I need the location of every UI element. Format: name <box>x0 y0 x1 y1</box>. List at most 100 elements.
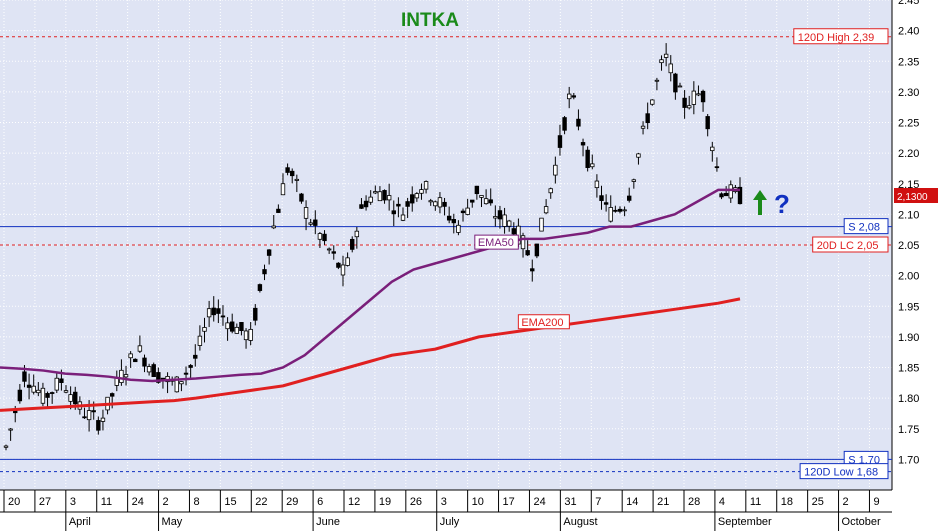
candle-body <box>386 195 392 201</box>
candle-body <box>460 210 466 214</box>
x-day-label: 3 <box>441 496 447 508</box>
current-price-label: 2,1300 <box>897 192 928 203</box>
candle-body <box>322 233 327 242</box>
chart-title: INTKA <box>401 10 459 31</box>
candle-body <box>719 193 724 198</box>
candle-body <box>437 197 443 208</box>
candle-body <box>96 420 101 431</box>
y-tick-label: 1.75 <box>898 424 919 436</box>
candle-body <box>206 308 212 318</box>
y-tick-label: 2.05 <box>898 240 919 252</box>
candle-body <box>45 393 50 398</box>
y-tick-label: 1.80 <box>898 393 919 405</box>
candle-body <box>49 392 55 394</box>
candle-body <box>368 196 373 203</box>
x-day-label: 19 <box>379 496 391 508</box>
x-month-label: July <box>440 516 460 528</box>
x-day-label: 24 <box>132 496 144 508</box>
x-day-label: 29 <box>286 496 298 508</box>
x-day-label: 20 <box>8 496 20 508</box>
candle-body <box>428 200 433 203</box>
candle-body <box>585 149 590 168</box>
candle-body <box>520 235 526 250</box>
x-day-label: 11 <box>101 496 112 508</box>
candle-body <box>197 335 203 346</box>
y-tick-label: 2.20 <box>898 148 919 160</box>
candle-body <box>525 250 530 256</box>
up-arrow-icon <box>753 190 767 215</box>
candle-body <box>483 198 489 205</box>
candle-body <box>313 219 318 226</box>
candle-body <box>511 228 516 235</box>
candle-body <box>396 203 401 207</box>
candle-body <box>354 230 360 238</box>
candle-body <box>566 93 572 100</box>
series-line-ema50 <box>0 188 740 383</box>
candle-body <box>470 199 475 203</box>
x-day-label: 18 <box>781 496 793 508</box>
series-label: EMA200 <box>521 317 563 329</box>
y-tick-label: 1.95 <box>898 301 919 313</box>
candle-body <box>350 238 355 250</box>
candle-body <box>673 73 678 93</box>
candle-body <box>216 308 221 314</box>
candle-body <box>548 188 553 194</box>
candle-body <box>3 445 9 448</box>
candle-body <box>590 163 595 168</box>
candle-body <box>179 381 184 385</box>
x-day-label: 2 <box>843 496 849 508</box>
candle-body <box>636 153 641 158</box>
x-day-label: 26 <box>410 496 422 508</box>
x-day-label: 7 <box>595 496 601 508</box>
candle-body <box>146 366 152 373</box>
candle-body <box>479 195 484 198</box>
x-day-label: 8 <box>193 496 199 508</box>
candle-body <box>640 125 646 129</box>
candle-body <box>650 99 655 105</box>
candle-body <box>193 354 198 359</box>
y-tick-label: 2.35 <box>898 56 919 68</box>
candle-body <box>100 417 106 422</box>
candle-body <box>723 192 729 197</box>
candle-body <box>86 410 92 421</box>
candle-body <box>183 372 189 375</box>
candle-body <box>303 207 309 219</box>
candle-body <box>576 118 581 127</box>
candle-body <box>22 371 27 382</box>
candle-body <box>253 307 258 321</box>
x-day-label: 12 <box>348 496 360 508</box>
candle-body <box>714 166 720 169</box>
candle-body <box>400 214 406 221</box>
candle-body <box>622 209 627 212</box>
candle-body <box>211 307 216 316</box>
candle-body <box>377 191 383 202</box>
series-label-box <box>517 314 570 330</box>
annotation-box <box>799 463 889 480</box>
candle-body <box>613 209 618 212</box>
candle-body <box>290 170 295 177</box>
y-tick-label: 2.40 <box>898 26 919 38</box>
x-day-label: 11 <box>750 496 761 508</box>
candle-body <box>608 207 613 222</box>
candle-body <box>682 97 687 108</box>
candle-body <box>17 389 23 402</box>
candle-body <box>580 142 586 146</box>
candle-body <box>599 195 604 201</box>
candle-body <box>262 269 267 275</box>
candle-body <box>326 248 332 251</box>
candle-body <box>119 369 124 383</box>
x-month-label: September <box>718 516 772 528</box>
candle-body <box>373 191 378 194</box>
x-day-label: 3 <box>70 496 76 508</box>
candle-body <box>285 167 290 173</box>
x-day-label: 31 <box>564 496 576 508</box>
x-month-label: May <box>162 516 183 528</box>
candle-body <box>230 321 235 332</box>
y-tick-label: 2.15 <box>898 179 919 191</box>
candle-body <box>414 193 420 199</box>
candle-body <box>391 210 396 215</box>
candle-body <box>8 428 13 431</box>
question-mark: ? <box>774 189 790 219</box>
candle-body <box>543 206 549 214</box>
candle-body <box>174 376 180 393</box>
